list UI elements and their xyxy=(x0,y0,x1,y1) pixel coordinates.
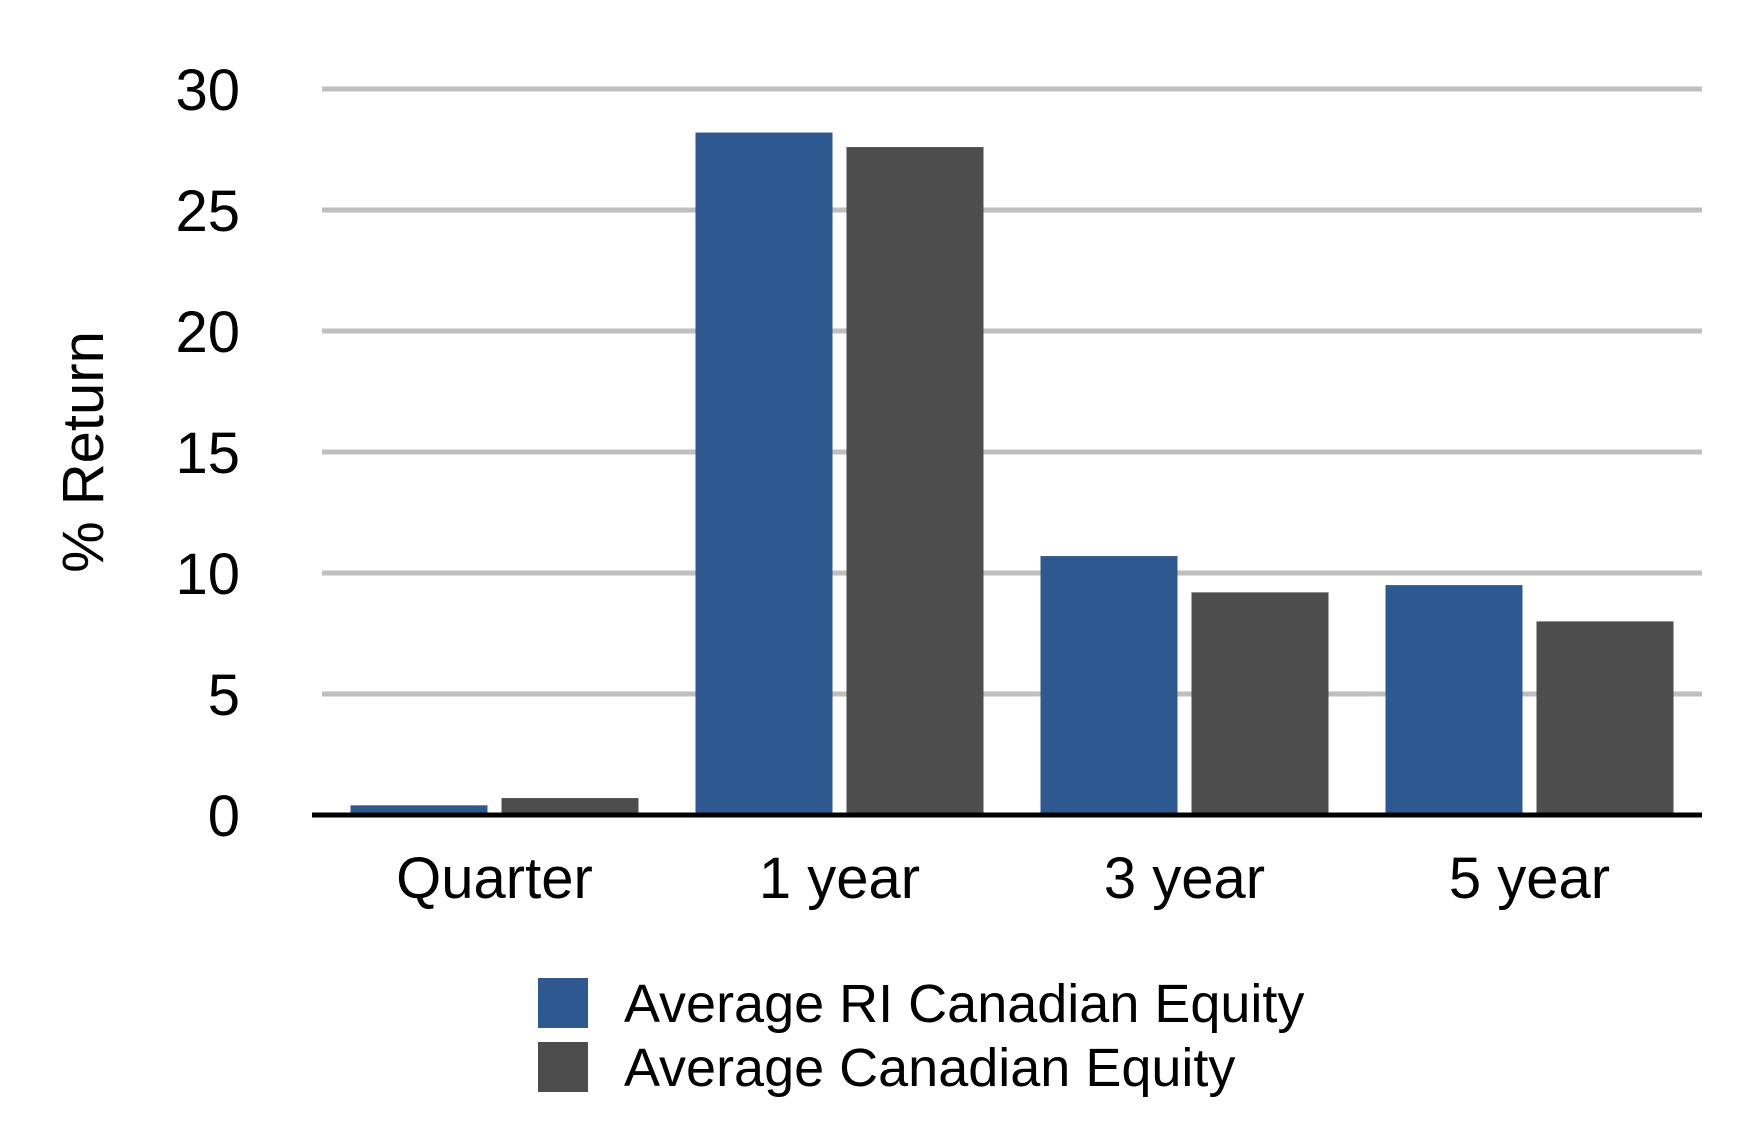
y-tick-label: 5 xyxy=(208,663,240,728)
y-tick-label: 0 xyxy=(208,784,240,849)
legend-label: Average RI Canadian Equity xyxy=(624,974,1304,1034)
legend-swatch xyxy=(538,978,588,1028)
x-tick-label: 3 year xyxy=(1104,846,1265,911)
y-tick-label: 15 xyxy=(175,421,240,486)
x-tick-label: 5 year xyxy=(1449,846,1610,911)
y-tick-label: 10 xyxy=(175,542,240,607)
bar-3-1 xyxy=(1536,621,1674,815)
bar-0-0 xyxy=(350,805,488,815)
x-tick-label: 1 year xyxy=(759,846,920,911)
bar-0-1 xyxy=(501,798,639,815)
y-axis-title: % Return xyxy=(51,331,116,573)
y-tick-label: 30 xyxy=(175,58,240,123)
y-tick-label: 25 xyxy=(175,179,240,244)
x-tick-label: Quarter xyxy=(396,846,593,911)
bar-3-0 xyxy=(1385,585,1523,815)
bar-2-1 xyxy=(1191,592,1329,815)
bar-1-0 xyxy=(695,132,833,815)
bar-2-0 xyxy=(1040,556,1178,815)
bars xyxy=(350,132,1674,815)
legend-swatch xyxy=(538,1042,588,1092)
y-axis-ticks: 0 5 10 15 20 25 30 xyxy=(175,58,240,849)
y-tick-label: 20 xyxy=(175,300,240,365)
bar-1-1 xyxy=(846,147,984,815)
x-axis-labels: Quarter 1 year 3 year 5 year xyxy=(396,846,1610,911)
legend-label: Average Canadian Equity xyxy=(624,1038,1235,1098)
